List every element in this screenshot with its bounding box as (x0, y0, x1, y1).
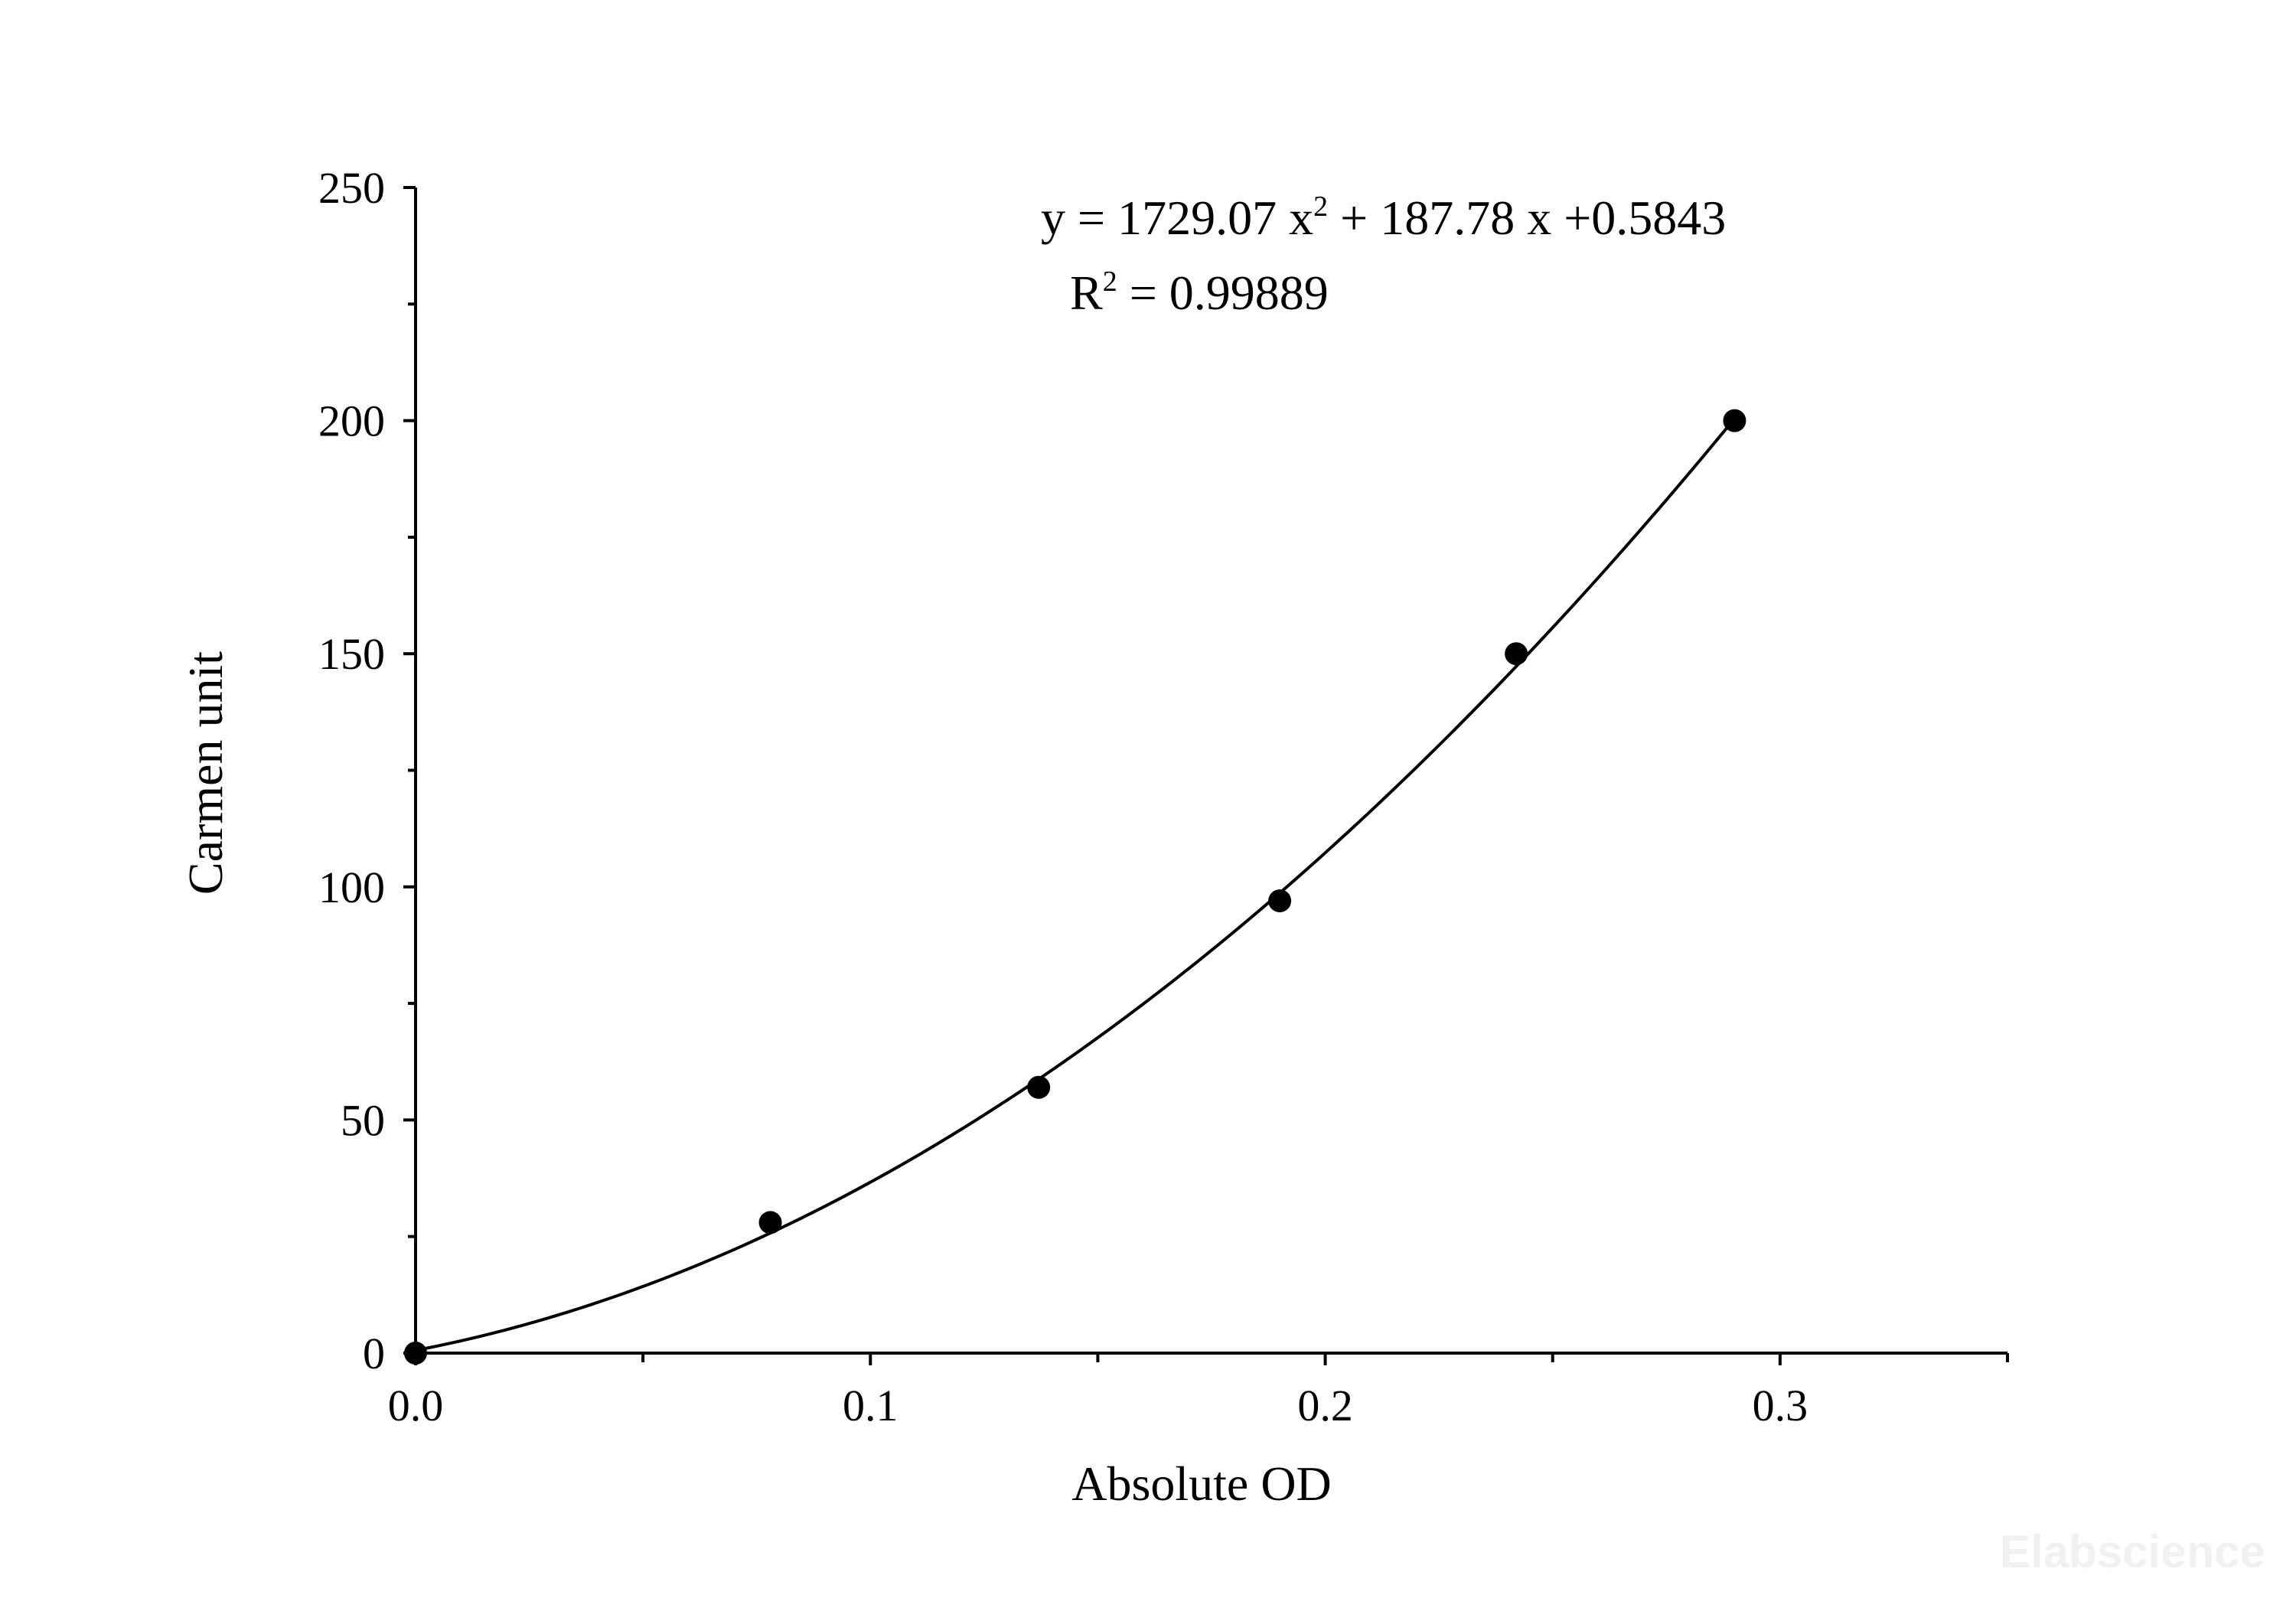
watermark: Elabscience (2000, 1526, 2265, 1577)
y-tick-label: 250 (318, 163, 385, 213)
fit-curve (415, 417, 1736, 1352)
data-point (404, 1342, 427, 1365)
data-point (1027, 1075, 1051, 1099)
ticks: 0.0 0.1 0.2 0.3 0 50 100 150 200 250 (318, 163, 2009, 1430)
fit-equation-exponent: 2 (1313, 191, 1328, 223)
r-squared-symbol: R (1070, 266, 1103, 320)
y-tick-label: 200 (318, 396, 385, 446)
data-point (758, 1211, 782, 1234)
x-tick-label: 0.2 (1297, 1381, 1353, 1430)
data-point (1268, 889, 1292, 913)
fit-equation: y = 1729.07 x2 + 187.78 x +0.5843 (1041, 191, 1726, 245)
y-tick-label: 50 (341, 1095, 385, 1145)
fit-equation-rest: + 187.78 x +0.5843 (1328, 191, 1726, 245)
x-tick-label: 0.0 (388, 1381, 444, 1430)
r-squared-exponent: 2 (1103, 266, 1117, 298)
fit-curve-group (415, 417, 1736, 1352)
axes (414, 188, 2007, 1355)
x-tick-label: 0.1 (843, 1381, 899, 1430)
data-points (404, 409, 1746, 1365)
x-axis-title: Absolute OD (1071, 1456, 1332, 1511)
r-squared-label: R2 = 0.99889 (1070, 266, 1329, 320)
fit-equation-main: y = 1729.07 x (1041, 191, 1313, 245)
data-point (1505, 642, 1528, 666)
y-tick-label: 100 (318, 863, 385, 912)
y-axis-title: Carmen unit (178, 651, 233, 895)
y-tick-label: 0 (363, 1329, 385, 1378)
x-tick-label: 0.3 (1753, 1381, 1808, 1430)
data-point (1723, 409, 1746, 432)
y-tick-label: 150 (318, 629, 385, 679)
r-squared-value: = 0.99889 (1117, 266, 1329, 320)
